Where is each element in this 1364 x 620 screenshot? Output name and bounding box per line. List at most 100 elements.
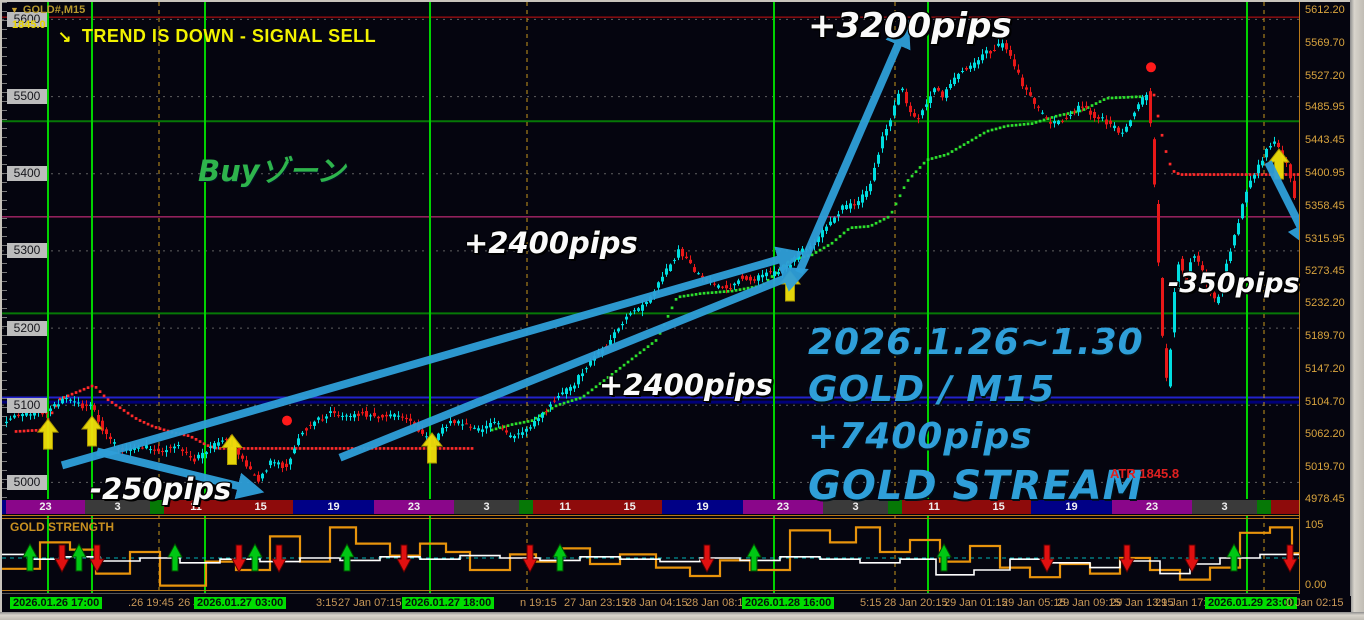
indicator-name-label: GOLD STRENGTH (10, 520, 114, 534)
session-hour-label: 3 (852, 501, 859, 513)
session-segment (1257, 500, 1271, 514)
session-segment: 23 (743, 500, 823, 514)
session-segment: 11 15 (164, 500, 293, 514)
panel-separator-top2 (2, 518, 1299, 519)
time-label: 29 Jan 09:15 (1057, 597, 1121, 609)
right-price-label: 5443.45 (1305, 134, 1345, 146)
axis-separator (2, 593, 1299, 594)
indicator-panel[interactable] (2, 515, 1299, 593)
time-axis[interactable]: 2026.01.26 17:00.26 19:45 26 Ja 2026.01.27… (2, 596, 1351, 612)
session-segment (1271, 500, 1299, 514)
trade-summary-block: 2026.1.26~1.30 GOLD / M15 +7400pips GOLD… (808, 320, 1144, 512)
time-label: n 19:15 (520, 597, 557, 609)
session-hour-label: 3 (483, 501, 490, 513)
time-label: 28 Jan 08:15 (686, 597, 750, 609)
right-price-label: 5273.45 (1305, 265, 1345, 277)
session-hour-label: 19 (1065, 501, 1078, 513)
session-hour-label: 23 (776, 501, 790, 513)
session-segment: 3 (823, 500, 888, 514)
session-hour-label: 15 (254, 501, 267, 513)
left-price-label: 5500 (7, 89, 47, 104)
time-label: 27 Jan 23:15 (564, 597, 628, 609)
session-segment (150, 500, 164, 514)
session-segment: 23 (1112, 500, 1192, 514)
gold-strength-plot[interactable] (2, 515, 1299, 593)
time-label: 29 Jan 01:15 (944, 597, 1008, 609)
time-label: 29 Jan 13:15 (1110, 597, 1174, 609)
price-axis[interactable]: 5612.20 5569.70 5527.20 5485.95 5443.45 5400.… (1299, 2, 1352, 594)
session-segment: 19 (662, 500, 743, 514)
right-price-label: 5189.70 (1305, 330, 1345, 342)
summary-total-pips: +7400pips (808, 415, 1033, 457)
session-segment (519, 500, 533, 514)
session-segment: 23 (6, 500, 85, 514)
right-price-label: 5019.70 (1305, 461, 1345, 473)
time-label: 28 Jan 04:15 (624, 597, 688, 609)
right-price-label: 5232.20 (1305, 297, 1345, 309)
right-price-label: 5315.95 (1305, 233, 1345, 245)
left-price-label: 5600 (7, 12, 47, 27)
summary-symbol: GOLD / M15 (808, 368, 1056, 410)
window-border-bottom (0, 612, 1364, 620)
pips-annotation: +2400pips (464, 226, 638, 260)
session-segment: 19 (293, 500, 374, 514)
down-right-arrow-icon: ↘ (58, 29, 72, 46)
summary-date-range: 2026.1.26~1.30 (808, 322, 1144, 363)
indicator-value-overlay: 1845.0 (12, 19, 46, 31)
session-segment: 3 (1192, 500, 1257, 514)
right-price-label: 5147.20 (1305, 363, 1345, 375)
time-label: 0 Jan 02:15 (1286, 597, 1344, 609)
session-segment: 3 (454, 500, 519, 514)
time-label: 27 Jan 07:15 (338, 597, 402, 609)
time-label-highlighted: 2026.01.27 18:00 (402, 597, 495, 609)
session-segment (2, 500, 6, 514)
symbol-label: GOLD#,M15 (22, 4, 86, 16)
time-label-highlighted: 2026.01.29 23:00 (1205, 597, 1298, 609)
right-price-label: 5062.20 (1305, 428, 1345, 440)
panel-separator-top (2, 515, 1299, 516)
session-hour-label: 11 (190, 501, 202, 513)
session-segment: 23 (374, 500, 454, 514)
session-hour-label: 15 (992, 501, 1005, 513)
pips-annotation: +3200pips (808, 6, 1012, 46)
time-label: 28 Jan 20:15 (884, 597, 948, 609)
time-label-highlighted: 2026.01.27 03:00 (194, 597, 287, 609)
session-hour-label: 23 (1145, 501, 1159, 513)
time-label: 3:15 (316, 597, 338, 609)
session-hour-label: 3 (114, 501, 121, 513)
right-price-label: 4978.45 (1305, 493, 1345, 505)
time-label: 5:15 (860, 597, 882, 609)
right-price-label: 5400.95 (1305, 167, 1345, 179)
pips-annotation: -250pips (90, 472, 232, 506)
session-segment: 3 (85, 500, 150, 514)
candlestick-chart[interactable] (2, 2, 1299, 499)
time-label: 29 Jan 05:15 (1002, 597, 1066, 609)
session-segment: 11 15 (533, 500, 662, 514)
time-label: .26 19:45 (128, 597, 174, 609)
chart-window: ▼ GOLD#,M15 1845.0 ↘ TREND IS DOWN - SIGNA… (2, 2, 1352, 612)
session-hour-label: 23 (39, 501, 52, 513)
summary-brand: GOLD STREAM (808, 463, 1144, 510)
session-hour-strip: 23 3 11 15 19 23 3 11 15 19 23 3 11 15 19 23 3 (2, 500, 1299, 514)
session-hour-label: 11 (559, 501, 571, 513)
right-price-label: 5358.45 (1305, 200, 1345, 212)
left-price-label: 5100 (7, 398, 47, 413)
session-segment: 11 15 (902, 500, 1031, 514)
chevron-down-icon[interactable]: ▼ (10, 5, 19, 15)
left-price-label: 5300 (7, 243, 47, 258)
buy-zone-label: Buyゾーン (198, 154, 346, 188)
time-label-highlighted: 2026.01.28 16:00 (742, 597, 835, 609)
right-price-label: 5527.20 (1305, 70, 1345, 82)
session-hour-label: 19 (696, 501, 709, 513)
window-border-right (1350, 0, 1364, 620)
atr-value-label: ATR 1845.8 (1110, 466, 1180, 481)
symbol-title[interactable]: ▼ GOLD#,M15 (10, 4, 85, 16)
pips-annotation: +2400pips (599, 368, 773, 402)
panel-separator-bottom (2, 590, 1299, 591)
indicator-scale-label: 105 (1305, 519, 1324, 531)
pips-annotation: -350pips (1168, 268, 1300, 299)
price-chart-area[interactable]: ▼ GOLD#,M15 1845.0 ↘ TREND IS DOWN - SIGNA… (2, 2, 1300, 509)
session-segment: 19 (1031, 500, 1112, 514)
indicator-scale-label: 0.00 (1305, 579, 1327, 591)
